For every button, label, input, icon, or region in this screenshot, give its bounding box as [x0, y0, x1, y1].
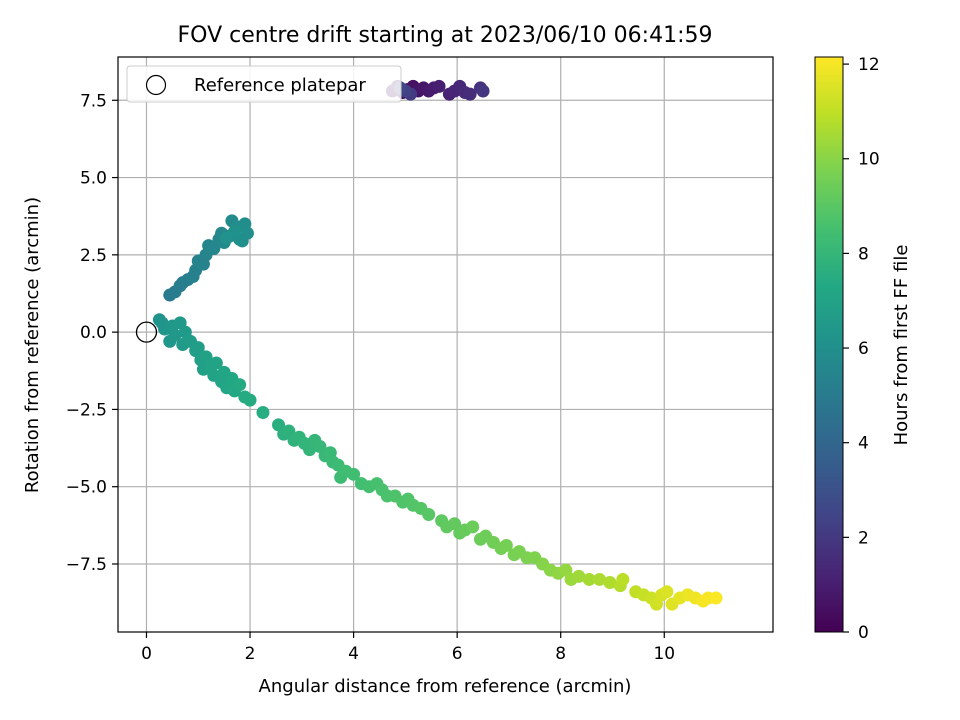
y-tick-label-3: 0.0	[80, 323, 107, 343]
reference-platepar-point	[135, 321, 158, 343]
data-point-70	[256, 406, 270, 420]
data-point-97	[422, 508, 436, 522]
colorbar-tick-label-2: 4	[858, 434, 869, 454]
scatter-points	[152, 79, 723, 611]
colorbar-tick-label-4: 8	[858, 244, 869, 264]
legend-marker-icon	[145, 74, 167, 96]
legend-entry-label: Reference platepar	[194, 75, 366, 96]
y-tick-label-4: 2.5	[80, 246, 107, 266]
data-point-41	[235, 234, 249, 248]
grid-lines	[118, 57, 773, 632]
colorbar	[814, 56, 844, 633]
data-point-119	[582, 572, 596, 586]
data-point-108	[499, 538, 513, 552]
data-point-118	[572, 569, 586, 583]
legend: Reference platepar	[126, 65, 402, 103]
colorbar-ticks: 0 2 4 6 8 10 12	[843, 55, 880, 643]
data-point-49	[168, 328, 182, 342]
y-axis: −7.5 −5.0 −2.5 0.0 2.5 5.0 7.5	[66, 91, 118, 575]
x-tick-label-0: 0	[141, 644, 152, 664]
x-axis-label: Angular distance from reference (arcmin)	[259, 676, 632, 697]
colorbar-tick-label-0: 0	[858, 623, 869, 643]
y-axis-label: Rotation from reference (arcmin)	[22, 197, 43, 493]
x-tick-label-4: 8	[555, 644, 566, 664]
colorbar-label: Hours from first FF file	[891, 245, 912, 446]
colorbar-tick-label-6: 12	[858, 55, 880, 75]
colorbar-tick-label-3: 6	[858, 339, 869, 359]
colorbar-tick-label-1: 2	[858, 528, 869, 548]
y-tick-label-1: −5.0	[66, 478, 107, 498]
data-point-9	[432, 79, 446, 93]
data-point-120	[593, 572, 607, 586]
data-point-61	[209, 356, 223, 370]
colorbar-tick-label-5: 10	[858, 150, 880, 170]
chart-title: FOV centre drift starting at 2023/06/10 …	[178, 23, 713, 48]
plot-area-frame	[117, 56, 774, 633]
y-tick-label-6: 7.5	[80, 91, 107, 111]
x-tick-label-2: 4	[348, 644, 359, 664]
y-tick-label-5: 5.0	[80, 169, 107, 189]
data-point-103	[466, 520, 480, 534]
data-point-55	[191, 341, 205, 355]
data-point-67	[233, 378, 247, 392]
data-point-16	[476, 84, 490, 98]
data-point-14	[463, 87, 477, 101]
y-tick-label-2: −2.5	[66, 400, 107, 420]
data-point-136	[709, 591, 723, 605]
reference-marker	[135, 321, 158, 343]
data-point-123	[616, 572, 630, 586]
data-point-86	[347, 467, 361, 481]
x-tick-label-3: 6	[452, 644, 463, 664]
x-axis: 0 2 4 6 8 10	[141, 632, 675, 664]
x-tick-label-1: 2	[245, 644, 256, 664]
data-point-69	[243, 393, 257, 407]
data-point-43	[220, 231, 234, 245]
legend-box	[126, 65, 402, 103]
data-point-121	[603, 576, 617, 590]
y-tick-label-0: −7.5	[66, 555, 107, 575]
data-point-129	[660, 585, 674, 599]
x-tick-label-5: 10	[653, 644, 675, 664]
